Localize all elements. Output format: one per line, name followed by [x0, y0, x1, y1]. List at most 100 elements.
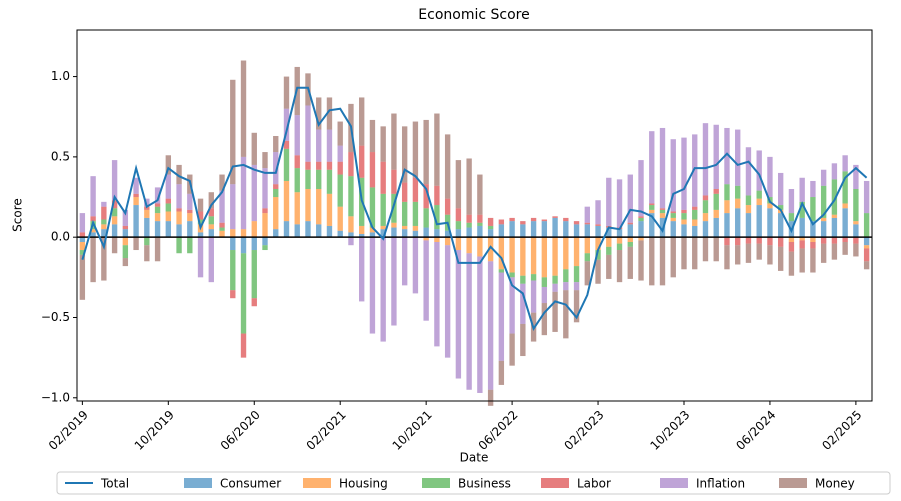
bar [165, 174, 172, 199]
bar [670, 213, 676, 218]
bar [154, 213, 161, 222]
bar [595, 224, 601, 226]
bar [487, 229, 494, 238]
bar [670, 221, 676, 238]
bar [702, 123, 709, 196]
bar [810, 180, 816, 198]
bar [595, 250, 601, 260]
bar [412, 230, 419, 238]
bar [498, 219, 505, 225]
bar [573, 237, 580, 267]
bar [251, 298, 257, 307]
bar [423, 227, 429, 238]
bar [240, 253, 247, 334]
bar [863, 248, 870, 262]
bar [713, 193, 719, 210]
bar [670, 211, 676, 214]
bar [434, 237, 440, 242]
bar [165, 221, 172, 238]
bar [122, 229, 129, 238]
bar [316, 129, 322, 162]
bar [810, 237, 816, 242]
bar [122, 237, 129, 246]
bar [638, 217, 644, 222]
bar [444, 198, 451, 215]
bar [584, 206, 590, 223]
bar [337, 230, 343, 238]
bar [337, 174, 343, 207]
bar [187, 193, 193, 210]
bar [111, 216, 118, 225]
bar [745, 147, 752, 196]
bar [767, 245, 773, 265]
bar [573, 224, 580, 238]
bar [616, 179, 623, 228]
bar [788, 242, 795, 252]
bar [326, 193, 333, 226]
bar [541, 237, 548, 278]
bar [820, 217, 827, 222]
x-tick-label: 10/2021 [390, 408, 435, 453]
bar [692, 206, 698, 210]
bar [735, 245, 741, 265]
legend-swatch [184, 478, 212, 488]
bar [262, 152, 268, 169]
bar [477, 214, 483, 223]
bar [380, 237, 386, 342]
bar [777, 237, 784, 247]
bar [348, 237, 354, 246]
bar [283, 76, 290, 109]
bar [477, 256, 483, 393]
bar [294, 115, 300, 156]
bar [756, 243, 762, 260]
bar [820, 243, 827, 263]
bar [122, 209, 129, 226]
bar [713, 217, 719, 238]
bar [133, 237, 139, 251]
bar [380, 193, 386, 226]
bar [702, 195, 709, 201]
bar [154, 187, 161, 204]
legend-label: Inflation [696, 477, 745, 491]
bar [423, 208, 429, 228]
bar [273, 152, 279, 185]
bar [563, 237, 569, 270]
bar [122, 245, 129, 259]
bar [262, 213, 268, 238]
bar [455, 160, 462, 209]
bar [692, 219, 698, 226]
bar [745, 243, 752, 263]
bar [520, 237, 526, 276]
bar [831, 237, 838, 244]
bar [831, 179, 838, 215]
bar [176, 208, 182, 212]
x-tick-label: 02/2023 [561, 408, 606, 453]
bar [262, 208, 268, 214]
bar [831, 214, 838, 218]
x-tick-label: 06/2024 [733, 408, 778, 453]
legend-swatch [541, 478, 569, 488]
bar [230, 290, 236, 299]
bar [498, 272, 505, 361]
bar [283, 108, 290, 141]
bar [240, 229, 247, 238]
bar [520, 283, 526, 324]
bar [659, 237, 666, 286]
x-tick-label: 10/2023 [647, 408, 692, 453]
bar [573, 221, 580, 225]
bar [154, 237, 161, 262]
bar [563, 221, 569, 238]
bar [412, 177, 419, 202]
bar [756, 150, 762, 191]
bar [810, 242, 816, 249]
bar [79, 237, 86, 242]
bar [144, 237, 150, 246]
bar [305, 105, 311, 162]
bar [573, 290, 580, 323]
bar [401, 126, 408, 183]
bar [756, 237, 762, 244]
bar [616, 250, 623, 283]
bar [326, 161, 333, 170]
bar [176, 164, 182, 185]
bar [638, 237, 644, 241]
